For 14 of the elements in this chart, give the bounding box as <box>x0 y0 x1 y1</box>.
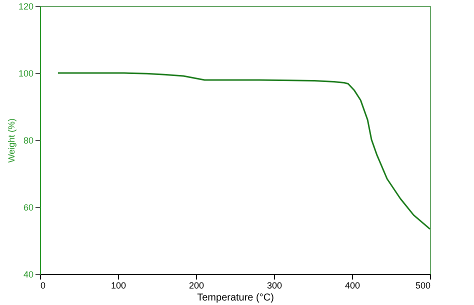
x-tick-label: 300 <box>266 280 282 290</box>
x-tick-label: 200 <box>188 280 204 290</box>
x-tick-label: 0 <box>40 280 46 290</box>
y-tick-label: 40 <box>23 270 34 280</box>
x-tick-label: 400 <box>344 280 360 290</box>
x-tick-label: 100 <box>110 280 126 290</box>
y-tick-label: 120 <box>18 2 34 12</box>
y-tick-label: 100 <box>18 68 34 78</box>
y-axis-title: Weight (%) <box>6 118 16 163</box>
y-tick-label: 80 <box>23 136 34 146</box>
x-tick-label: 500 <box>415 280 430 290</box>
x-axis-title: Temperature (°C) <box>197 292 274 304</box>
line-series <box>57 72 431 230</box>
y-tick-label: 60 <box>23 202 34 212</box>
